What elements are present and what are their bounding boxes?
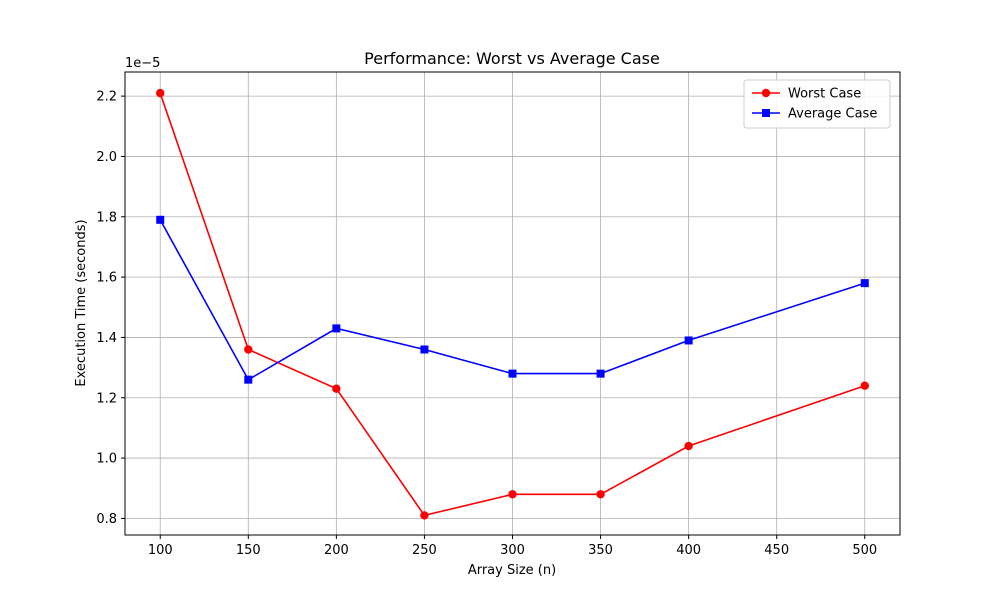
- legend-marker-circle: [761, 88, 771, 98]
- y-tick-label: 2.2: [96, 90, 117, 105]
- x-tick-label: 350: [588, 543, 613, 558]
- data-point-square: [860, 279, 869, 288]
- x-tick-label: 150: [236, 543, 261, 558]
- data-point-circle: [156, 88, 165, 98]
- data-point-circle: [332, 384, 341, 393]
- y-tick-label: 1.6: [96, 271, 117, 286]
- data-point-circle: [860, 381, 869, 390]
- axes: 100 150 200 250 300 350 400 450 500 0.8 1.0 1.2 1.4 1…: [96, 71, 901, 558]
- chart-title: Performance: Worst vs Average Case: [364, 49, 660, 68]
- data-point-square: [332, 324, 341, 333]
- data-point-circle: [596, 490, 605, 499]
- data-point-square: [420, 345, 429, 354]
- x-tick-label: 100: [148, 543, 173, 558]
- x-axis-label: Array Size (n): [468, 563, 556, 578]
- legend-label: Worst Case: [788, 87, 861, 102]
- data-point-square: [508, 369, 517, 378]
- data-point-circle: [684, 441, 693, 451]
- data-point-square: [244, 375, 253, 384]
- y-tick-label: 0.8: [96, 512, 117, 527]
- y-tick-label: 1.2: [96, 391, 117, 406]
- x-tick-label: 500: [852, 543, 877, 558]
- y-axis-offset-label: 1e−5: [125, 56, 160, 71]
- data-point-circle: [244, 345, 253, 354]
- y-tick-label: 1.4: [96, 331, 117, 346]
- x-tick-label: 450: [764, 543, 789, 558]
- x-tick-label: 250: [412, 543, 437, 558]
- data-point-square: [684, 336, 693, 345]
- y-tick-label: 1.0: [96, 452, 117, 467]
- series-layer: [156, 88, 869, 520]
- data-point-circle: [508, 490, 517, 499]
- y-tick-label: 2.0: [96, 150, 117, 165]
- y-tick-label: 1.8: [96, 210, 117, 225]
- x-tick-label: 200: [324, 543, 349, 558]
- legend: Worst Case Average Case: [743, 79, 891, 129]
- grid-lines: [125, 72, 900, 535]
- legend-box: [743, 79, 891, 129]
- series-line-0: [159, 92, 866, 517]
- data-point-square: [596, 369, 605, 378]
- series-line-1: [159, 219, 866, 381]
- x-tick-label: 300: [500, 543, 525, 558]
- legend-label: Average Case: [788, 107, 877, 122]
- x-tick-label: 400: [676, 543, 701, 558]
- data-point-square: [156, 215, 165, 224]
- legend-marker-square: [762, 109, 770, 117]
- data-point-circle: [420, 511, 429, 520]
- y-axis-label: Execution Time (seconds): [74, 219, 89, 386]
